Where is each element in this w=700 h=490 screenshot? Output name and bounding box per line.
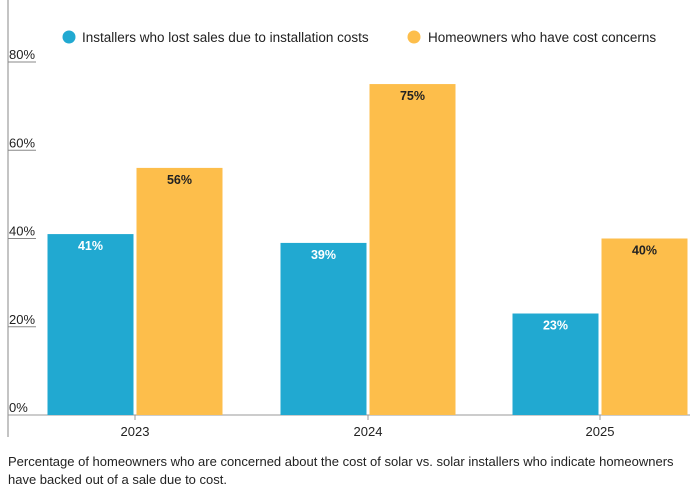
bar-homeowners-2024: [369, 84, 456, 415]
legend: Installers who lost sales due to install…: [62, 30, 656, 45]
x-tick-label: 2024: [354, 424, 383, 439]
bar-installers-2023: [47, 234, 134, 415]
axes: 0% 20% 40% 60% 80% 2023 2024 2025: [7, 0, 690, 439]
legend-label: Homeowners who have cost concerns: [428, 30, 656, 45]
y-tick-label: 80%: [9, 47, 35, 62]
y-tick-label: 20%: [9, 312, 35, 327]
bar-homeowners-2023: [136, 167, 223, 415]
x-tick-label: 2025: [586, 424, 615, 439]
data-labels: 41% 39% 23% 56% 75% 40%: [78, 89, 657, 332]
x-tick-label: 2023: [121, 424, 150, 439]
legend-label: Installers who lost sales due to install…: [82, 30, 369, 45]
bar-installers-2024: [280, 242, 367, 415]
data-label: 23%: [543, 319, 568, 333]
data-label: 39%: [311, 248, 336, 262]
data-label: 75%: [400, 89, 425, 103]
data-label: 40%: [632, 244, 657, 258]
y-tick-label: 0%: [9, 400, 28, 415]
y-tick-label: 60%: [9, 135, 35, 150]
chart-caption: Percentage of homeowners who are concern…: [8, 454, 674, 487]
legend-swatch: [407, 30, 421, 44]
data-label: 41%: [78, 239, 103, 253]
data-label: 56%: [167, 173, 192, 187]
bar-installers-2025: [512, 313, 599, 415]
bar-chart: Installers who lost sales due to install…: [7, 0, 690, 439]
bars: [47, 84, 688, 415]
bar-homeowners-2025: [601, 238, 688, 415]
legend-swatch: [62, 30, 76, 44]
y-tick-label: 40%: [9, 224, 35, 239]
